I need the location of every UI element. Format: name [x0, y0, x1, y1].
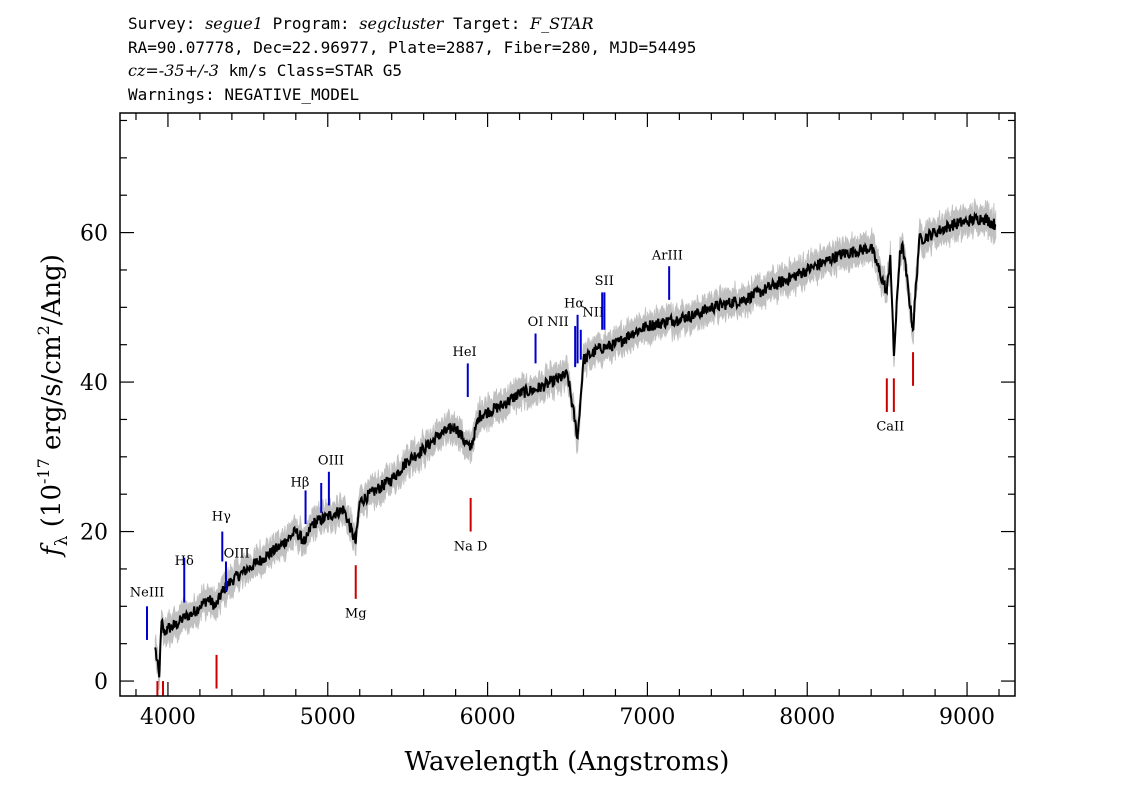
emission-line-label: HeI	[452, 345, 476, 360]
cz-value: =-35+/-3	[145, 61, 219, 81]
x-tick-label: 8000	[779, 705, 835, 730]
emission-line-label: OI	[528, 315, 544, 330]
x-tick-label: 4000	[140, 705, 196, 730]
x-tick-label: 9000	[939, 705, 995, 730]
y-tick-label: 20	[80, 521, 108, 546]
absorption-line-label: Mg	[345, 607, 367, 622]
cz-label: cz	[128, 61, 146, 81]
header-line-warnings: Warnings: NEGATIVE_MODEL	[128, 84, 360, 104]
header-line-redshift: cz=-35+/-3 km/s Class=STAR G5	[128, 59, 1028, 83]
plot-frame	[119, 112, 1016, 697]
emission-line-label: NII	[547, 315, 569, 330]
emission-line-label: NeIII	[130, 586, 164, 601]
survey-label: Survey:	[128, 14, 206, 33]
emission-line-label: Hδ	[175, 554, 194, 569]
x-axis-label: Wavelength (Angstroms)	[405, 747, 730, 777]
emission-line-label: Hα	[564, 296, 584, 311]
header-line-coordinates: RA=90.07778, Dec=22.96977, Plate=2887, F…	[128, 37, 697, 57]
emission-line-label: Hγ	[212, 509, 231, 524]
program-value: segcluster	[359, 14, 444, 33]
emission-line-label: ArIII	[651, 248, 683, 263]
y-axis-label: fλ (10-17 erg/s/cm2/Ang)	[34, 254, 72, 558]
x-tick-label: 5000	[300, 705, 356, 730]
target-label: Target:	[443, 14, 531, 33]
program-label: Program:	[262, 14, 360, 33]
axis-ticks	[120, 113, 1015, 696]
emission-line-label: OIII	[318, 453, 344, 468]
cz-unit-class: km/s Class=STAR G5	[218, 61, 402, 81]
error-band-area	[154, 198, 997, 691]
y-tick-label: 0	[94, 670, 108, 695]
error-band	[154, 198, 997, 691]
flux-series	[154, 211, 997, 678]
target-value: F_STAR	[530, 14, 594, 33]
absorption-line-label: CaII	[876, 420, 904, 435]
spectrum-header: Survey: segue1 Program: segcluster Targe…	[128, 12, 1028, 106]
x-tick-label: 6000	[460, 705, 516, 730]
header-line-survey: Survey: segue1 Program: segcluster Targe…	[128, 12, 1028, 36]
emission-line-label: NII	[582, 305, 604, 320]
tick-labels: 4000 5000 6000 7000 8000 9000 0 20 40 60	[80, 222, 995, 730]
flux-line	[154, 211, 997, 678]
y-tick-label: 40	[80, 371, 108, 396]
emission-line-label: OIII	[224, 547, 250, 562]
emission-line-label: SII	[595, 274, 614, 289]
emission-line-label: Hβ	[291, 476, 310, 491]
survey-value: segue1	[205, 14, 263, 33]
x-tick-label: 7000	[619, 705, 675, 730]
absorption-line-label: Na D	[454, 539, 488, 554]
y-tick-label: 60	[80, 222, 108, 247]
